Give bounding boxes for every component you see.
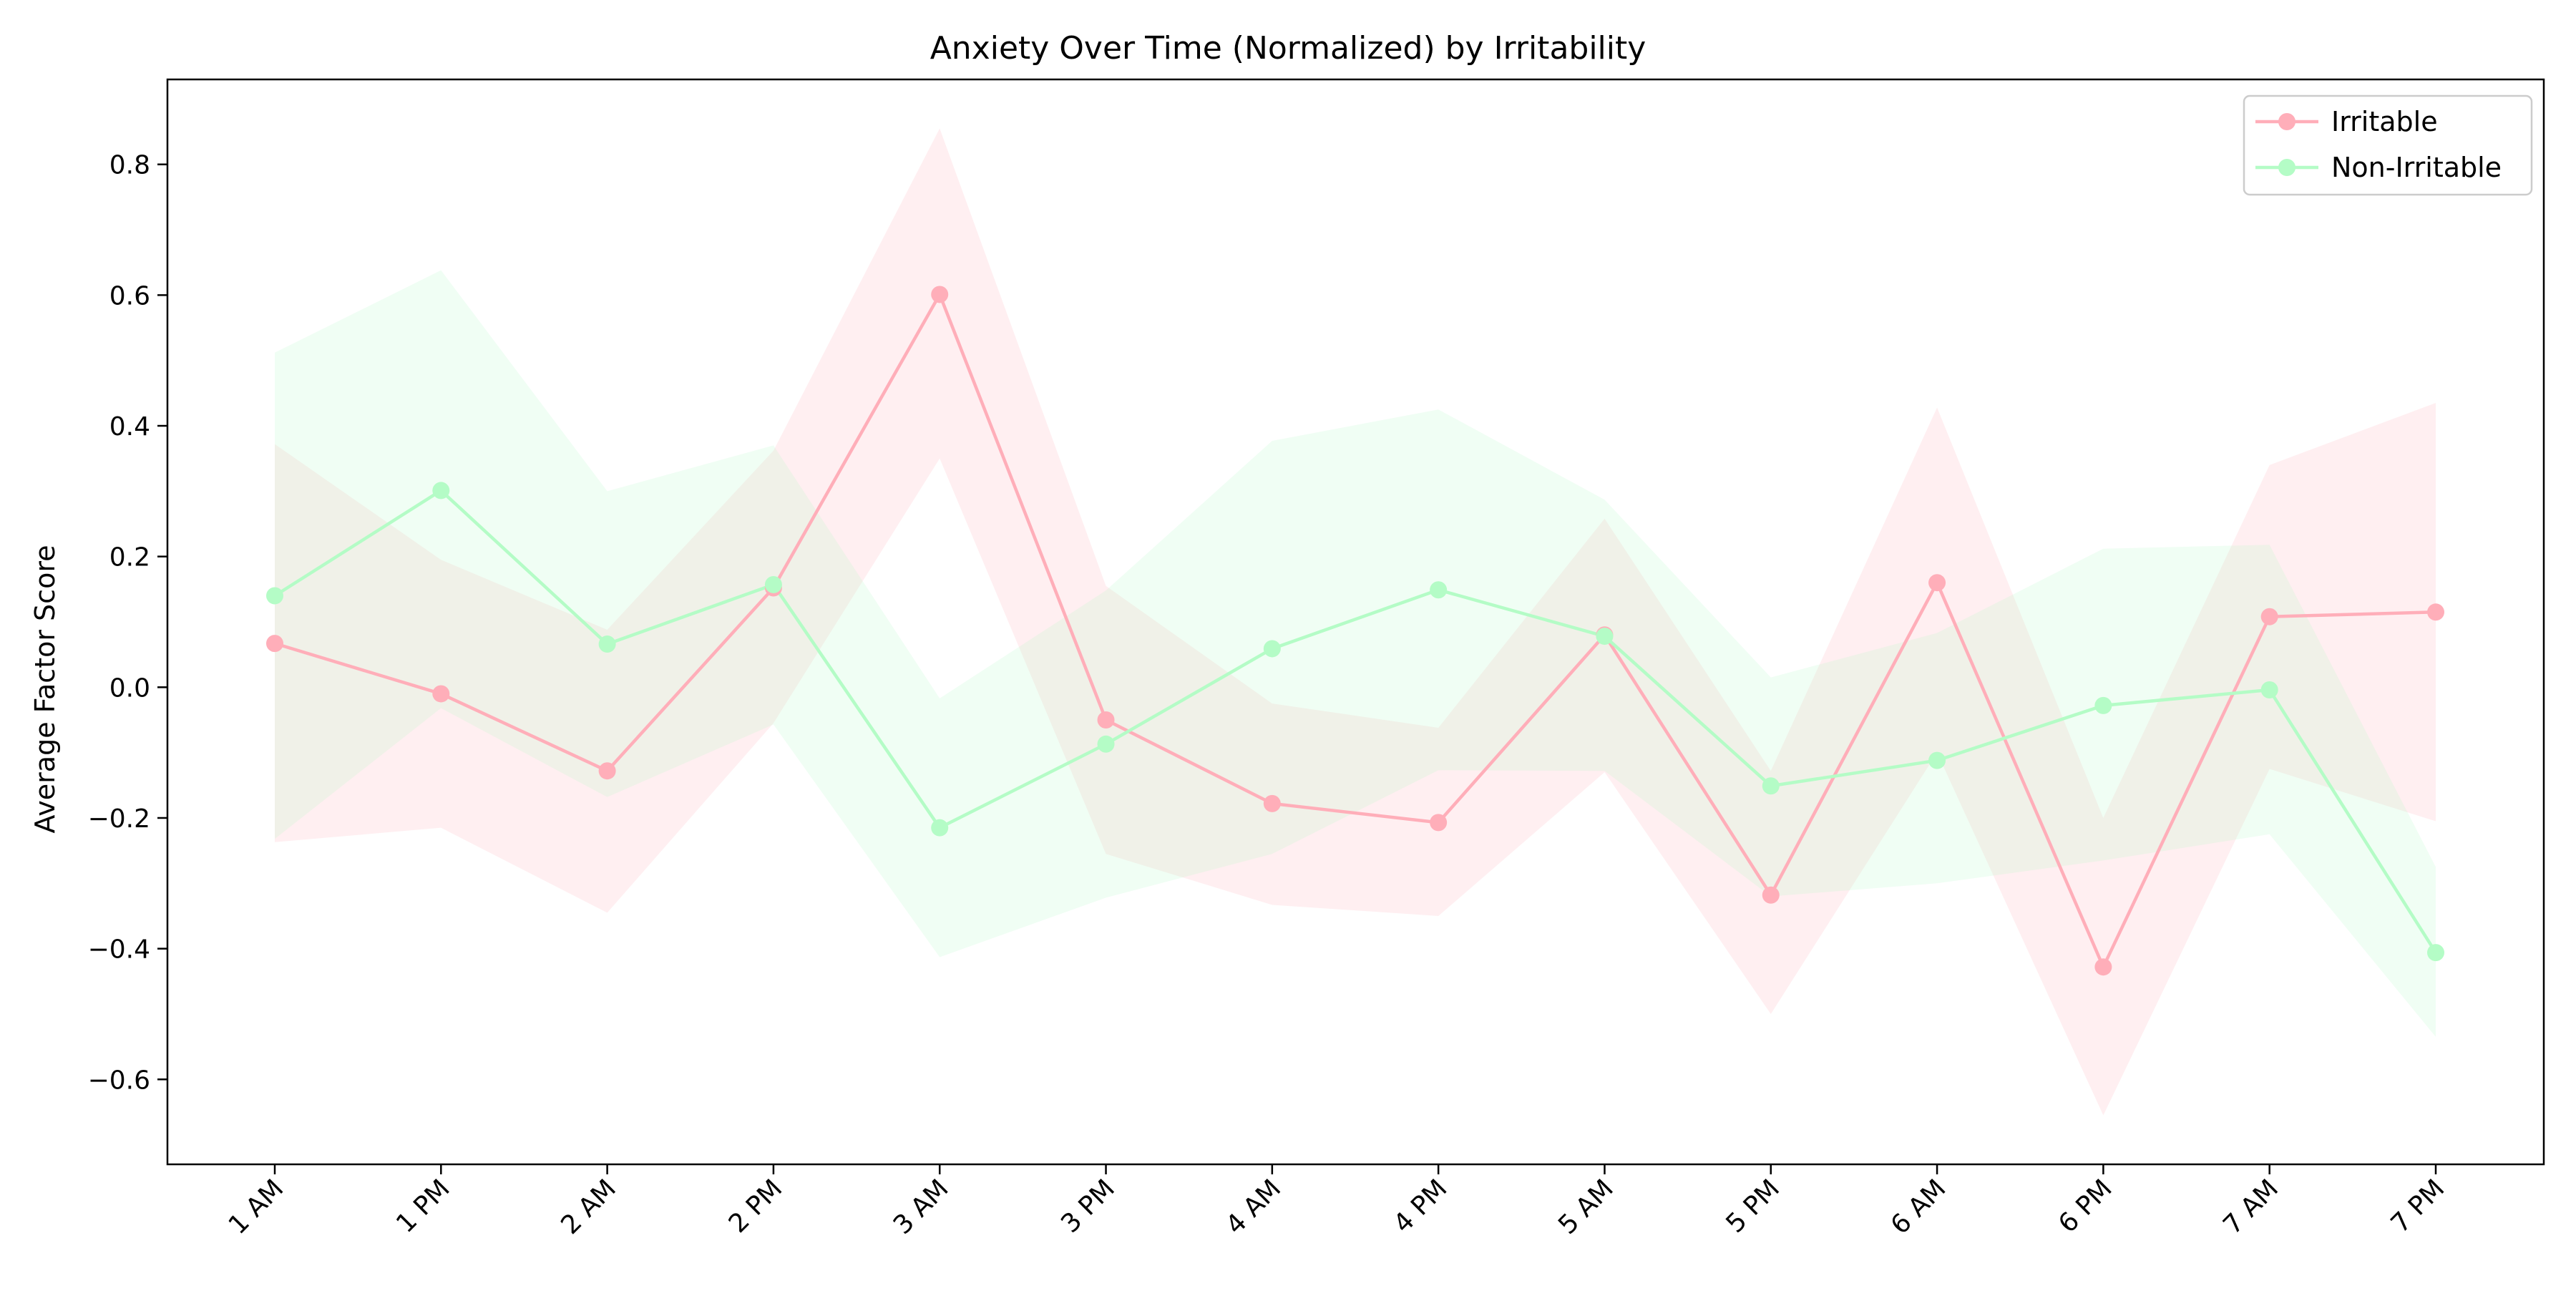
y-tick-label: 0.2 [109,543,150,573]
x-tick-label: 3 AM [888,1174,955,1240]
legend: Irritable Non-Irritable [2243,94,2533,196]
non-irritable-point [764,575,782,593]
x-tick-label: 6 AM [1885,1174,1952,1240]
irritable-point [2094,958,2112,976]
y-tick-label: 0.4 [109,412,150,442]
x-tick-label: 4 AM [1221,1174,1287,1240]
x-tick-label: 3 PM [1055,1174,1121,1239]
irritable-point [1097,711,1115,729]
x-tick-label: 2 PM [723,1174,789,1239]
irritable-point [266,635,283,653]
irritable-point [598,762,616,780]
irritable-point [1762,886,1780,904]
chart-title: Anxiety Over Time (Normalized) by Irrita… [930,30,1646,67]
non-irritable-band [275,270,2436,1037]
non-irritable-point [432,482,450,500]
non-irritable-line [273,489,2437,954]
x-tick-label: 7 AM [2218,1174,2284,1240]
non-irritable-point [2260,681,2278,698]
non-irritable-point [266,587,283,605]
y-tick-label: −0.4 [88,935,150,965]
non-irritable-point [1928,751,1946,769]
legend-label-irritable: Irritable [2331,106,2438,137]
non-irritable-point [2427,944,2444,962]
plot-frame [166,78,2545,1166]
series-lines [273,293,2437,969]
x-tick-label: 1 AM [223,1174,290,1240]
irritable-point [2427,603,2444,621]
irritable-point [1430,814,1448,832]
x-tick-label: 7 PM [2386,1174,2451,1239]
y-tick-label: 0.8 [109,151,150,180]
legend-label-non-irritable: Non-Irritable [2331,152,2502,183]
series-points [266,286,2444,976]
x-tick-label: 6 PM [2053,1174,2118,1239]
non-irritable-point [1097,735,1115,753]
non-irritable-point [1263,640,1281,658]
legend-marker-non-irritable [2278,159,2296,176]
non-irritable-point [1430,581,1448,599]
y-tick-label: 0.6 [109,281,150,311]
irritable-point [2260,608,2278,625]
legend-marker-irritable [2278,113,2296,130]
confidence-bands [275,128,2436,1116]
non-irritable-point [598,635,616,653]
y-tick-label: 0.0 [109,673,150,703]
irritable-point [432,685,450,703]
non-irritable-point [1762,777,1780,795]
irritable-point [1928,574,1946,592]
y-tick-label: −0.6 [88,1066,150,1095]
x-tick-label: 1 PM [391,1174,456,1239]
y-tick-label: −0.2 [88,804,150,834]
x-tick-label: 2 AM [555,1174,622,1240]
irritable-point [931,286,949,303]
non-irritable-point [2094,696,2112,714]
x-tick-label: 4 PM [1388,1174,1453,1239]
irritable-band [275,128,2436,1116]
y-axis: −0.6 −0.4 −0.2 0.0 0.2 0.4 0.6 0.8 [88,151,167,1095]
x-tick-label: 5 PM [1721,1174,1786,1239]
x-axis: 1 AM 1 PM 2 AM 2 PM 3 AM 3 PM 4 AM 4 PM 5 AM 5 PM… [223,1164,2451,1240]
x-tick-label: 5 AM [1553,1174,1619,1240]
irritable-line [274,293,2436,969]
irritable-point [1263,794,1281,812]
y-axis-label: Average Factor Score [29,545,61,834]
non-irritable-point [931,819,949,837]
non-irritable-point [1596,628,1614,646]
